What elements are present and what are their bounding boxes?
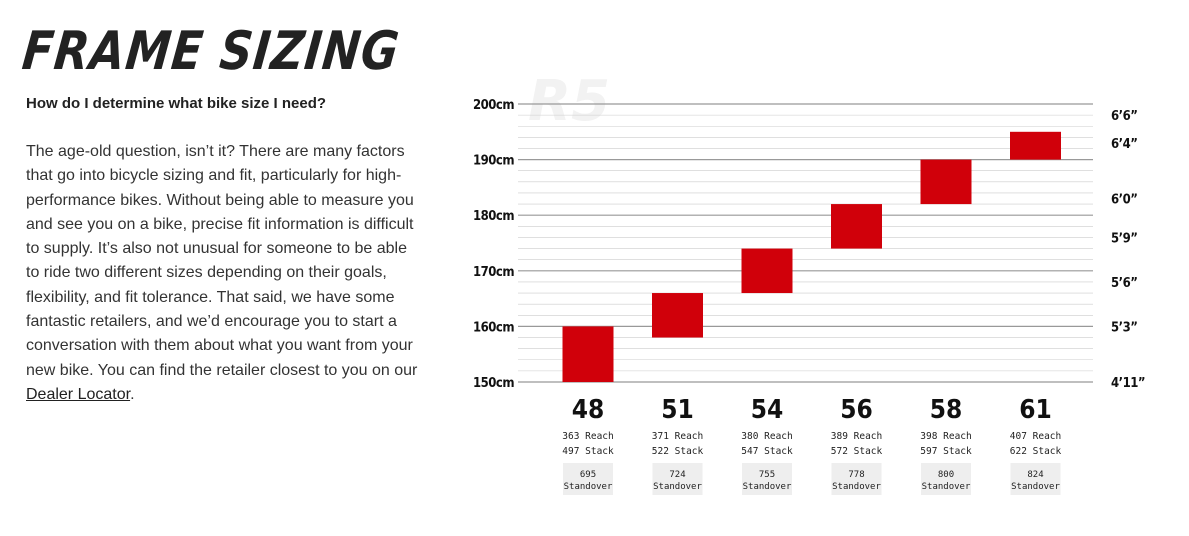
faq-answer-text: The age-old question, isn’t it? There ar… [26, 143, 418, 379]
size-label: 56 [840, 395, 873, 425]
y-tick-label: 150cm [473, 376, 514, 391]
standover-box [921, 463, 971, 495]
y-tick-label: 160cm [473, 320, 514, 335]
size-range-bar [1010, 131, 1061, 160]
stack-label: 547 Stack [741, 446, 793, 457]
stack-label: 572 Stack [831, 446, 883, 457]
reach-label: 389 Reach [831, 431, 882, 442]
y-tick-label: 170cm [473, 265, 514, 280]
size-label: 58 [930, 395, 963, 425]
reach-label: 398 Reach [920, 431, 971, 442]
size-range-bar [741, 248, 793, 294]
right-tick-label: 6’4” [1111, 137, 1137, 152]
y-tick-label: 180cm [473, 209, 514, 224]
stack-label: 497 Stack [562, 446, 614, 457]
stack-label: 597 Stack [920, 446, 972, 457]
faq-answer-end: . [130, 385, 135, 403]
stack-label: 522 Stack [652, 446, 704, 457]
watermark-text: R5 [528, 69, 610, 134]
standover-box [563, 463, 613, 495]
standover-value: 800 [938, 470, 954, 480]
size-range-bar [920, 159, 972, 205]
size-range-bar [562, 326, 614, 382]
standover-box [742, 463, 792, 495]
standover-label: Standover [564, 482, 613, 492]
reach-label: 380 Reach [741, 431, 792, 442]
standover-label: Standover [922, 482, 971, 492]
standover-label: Standover [743, 482, 792, 492]
standover-label: Standover [653, 482, 702, 492]
size-label: 61 [1019, 395, 1052, 425]
standover-box [831, 463, 882, 495]
faq-answer: The age-old question, isn’t it? There ar… [26, 140, 418, 407]
right-tick-label: 4’11” [1111, 376, 1145, 391]
reach-label: 363 Reach [562, 431, 613, 442]
right-tick-label: 6’0” [1111, 193, 1137, 208]
reach-label: 407 Reach [1010, 431, 1061, 442]
size-range-bar [831, 204, 882, 249]
standover-value: 824 [1027, 470, 1043, 480]
stack-label: 622 Stack [1010, 446, 1062, 457]
standover-value: 755 [759, 470, 775, 480]
right-tick-label: 5’6” [1111, 276, 1137, 291]
standover-box [1010, 463, 1061, 495]
size-range-bar [652, 293, 703, 338]
right-tick-label: 5’9” [1111, 231, 1137, 246]
dealer-locator-link[interactable]: Dealer Locator [26, 385, 131, 403]
y-tick-label: 200cm [473, 98, 514, 113]
standover-label: Standover [832, 482, 881, 492]
right-tick-label: 5’3” [1111, 320, 1137, 335]
reach-label: 371 Reach [652, 431, 703, 442]
size-label: 51 [661, 395, 694, 425]
standover-label: Standover [1011, 482, 1060, 492]
faq-question: How do I determine what bike size I need… [26, 95, 327, 112]
size-label: 54 [751, 395, 784, 425]
standover-value: 778 [848, 470, 864, 480]
y-tick-label: 190cm [473, 154, 514, 169]
right-tick-label: 6’6” [1111, 109, 1137, 124]
standover-value: 695 [580, 470, 596, 480]
standover-value: 724 [669, 470, 685, 480]
standover-box [652, 463, 703, 495]
size-label: 48 [572, 395, 605, 425]
